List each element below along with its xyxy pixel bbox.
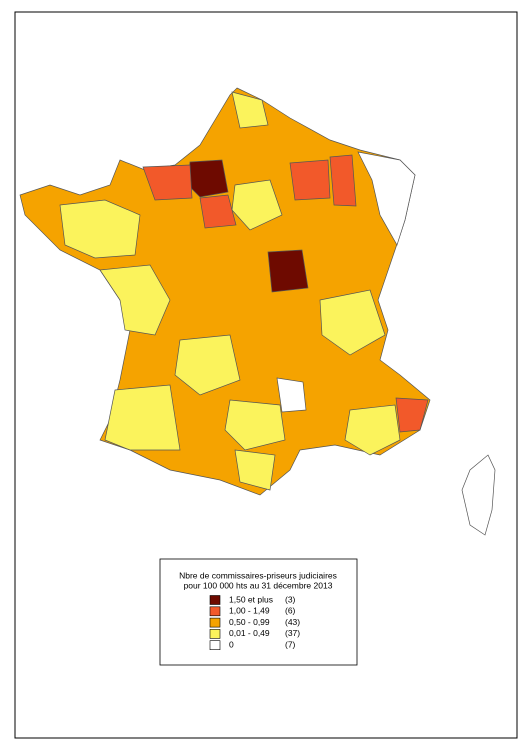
region xyxy=(187,159,229,198)
legend-count: (3) xyxy=(285,594,296,604)
legend-label: 1,00 - 1,49 xyxy=(229,606,270,616)
region xyxy=(231,179,283,231)
legend: Nbre de commissaires-priseurs judiciaire… xyxy=(159,558,358,666)
frame xyxy=(14,11,518,739)
region xyxy=(319,289,386,356)
region xyxy=(59,199,141,259)
region xyxy=(344,404,401,456)
legend-swatch xyxy=(209,606,221,617)
legend-swatch xyxy=(209,629,221,639)
legend-label: 1,50 et plus xyxy=(229,594,273,604)
france-map xyxy=(19,87,496,536)
legend-title: pour 100 000 hts au 31 décembre 2013 xyxy=(184,580,333,590)
legend-label: 0,01 - 0,49 xyxy=(229,628,270,638)
legend-swatch xyxy=(209,640,221,651)
corsica xyxy=(461,454,496,536)
legend-box xyxy=(159,558,358,666)
legend-label: 0 xyxy=(229,639,234,649)
legend-swatch xyxy=(209,595,221,605)
legend-count: (6) xyxy=(285,606,296,616)
region xyxy=(104,384,181,451)
legend-title: Nbre de commissaires-priseurs judiciaire… xyxy=(179,570,337,580)
legend-count: (43) xyxy=(285,617,300,627)
region xyxy=(289,159,331,201)
legend-count: (7) xyxy=(285,639,296,649)
region xyxy=(267,249,309,293)
legend-items: 1,50 et plus (3) 1,00 - 1,49 (6) 0,50 - 0,99… xyxy=(209,594,300,651)
region xyxy=(395,397,429,433)
region xyxy=(357,151,416,246)
region xyxy=(329,154,357,207)
region xyxy=(231,91,269,129)
legend-swatch xyxy=(209,617,221,628)
region xyxy=(234,449,276,491)
region xyxy=(199,194,237,229)
region xyxy=(276,377,307,413)
region xyxy=(142,164,193,201)
legend-count: (37) xyxy=(285,628,300,638)
region xyxy=(99,264,171,336)
region xyxy=(224,399,286,451)
region xyxy=(174,334,241,396)
legend-label: 0,50 - 0,99 xyxy=(229,617,270,627)
